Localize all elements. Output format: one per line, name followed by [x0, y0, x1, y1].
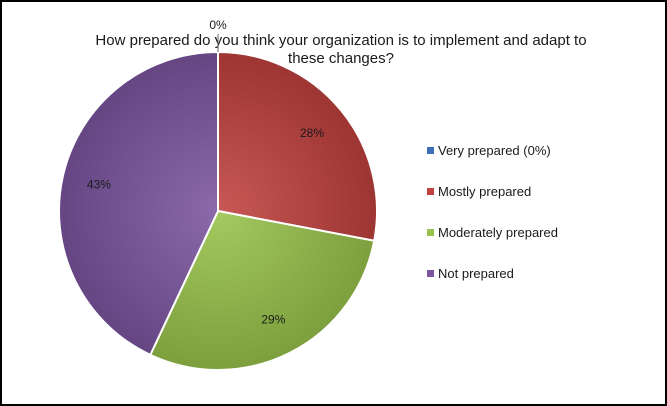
pie-slices — [58, 50, 378, 371]
pie-data-labels: 0% 28% 29% 43% — [87, 18, 324, 327]
data-label-very-prepared: 0% — [209, 18, 227, 32]
chart-legend: Very prepared (0%) Mostly prepared Moderat… — [427, 143, 558, 281]
chart-title-line-1: How prepared do you think your organizat… — [95, 32, 586, 49]
legend-label-moderately-prepared: Moderately prepared — [438, 225, 558, 240]
legend-label-mostly-prepared: Mostly prepared — [438, 184, 531, 199]
legend-label-very-prepared: Very prepared (0%) — [438, 143, 551, 158]
legend-swatch-moderately-prepared — [427, 229, 434, 236]
data-label-not-prepared: 43% — [87, 177, 111, 191]
data-label-moderately-prepared: 29% — [261, 313, 285, 327]
legend-swatch-not-prepared — [427, 270, 434, 277]
data-label-mostly-prepared: 28% — [300, 126, 324, 140]
pie-slice-not-prepared — [58, 50, 219, 357]
legend-label-not-prepared: Not prepared — [438, 266, 514, 281]
pie-slice-moderately-prepared — [148, 209, 376, 371]
pie-slice-mostly-prepared — [217, 50, 378, 242]
legend-swatch-mostly-prepared — [427, 188, 434, 195]
legend-swatch-very-prepared — [427, 147, 434, 154]
chart-title-line-2: these changes? — [288, 50, 394, 67]
